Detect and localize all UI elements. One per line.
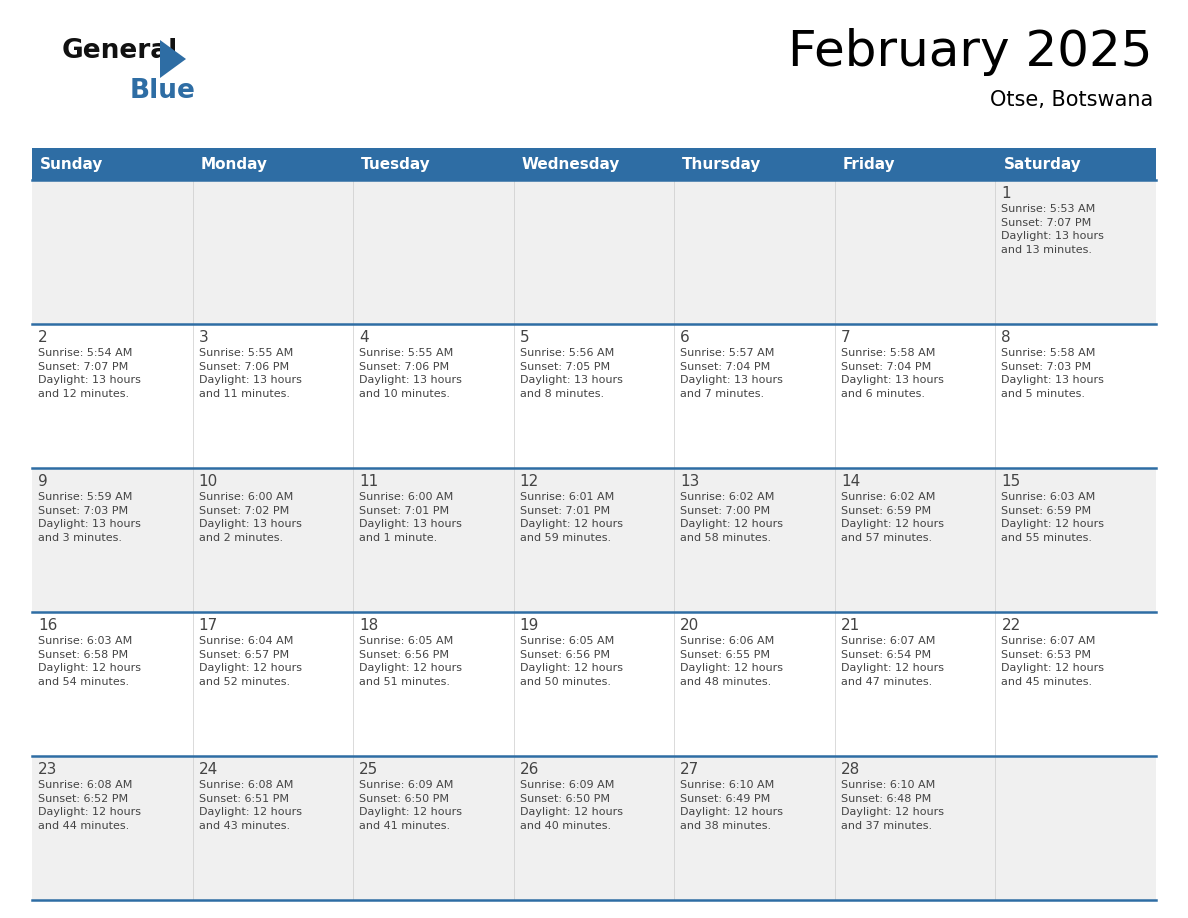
Text: Sunrise: 6:04 AM
Sunset: 6:57 PM
Daylight: 12 hours
and 52 minutes.: Sunrise: 6:04 AM Sunset: 6:57 PM Dayligh… [198,636,302,687]
Text: Blue: Blue [129,78,196,104]
Bar [353,148,513,180]
Text: 5: 5 [519,330,530,345]
Bar [32,612,1156,756]
Text: 26: 26 [519,762,539,777]
Bar [32,756,1156,900]
Text: 17: 17 [198,618,217,633]
Text: Sunrise: 5:55 AM
Sunset: 7:06 PM
Daylight: 13 hours
and 10 minutes.: Sunrise: 5:55 AM Sunset: 7:06 PM Dayligh… [359,348,462,398]
Bar [192,148,353,180]
Text: 15: 15 [1001,474,1020,489]
Text: Sunrise: 5:59 AM
Sunset: 7:03 PM
Daylight: 13 hours
and 3 minutes.: Sunrise: 5:59 AM Sunset: 7:03 PM Dayligh… [38,492,141,543]
Text: Sunrise: 5:54 AM
Sunset: 7:07 PM
Daylight: 13 hours
and 12 minutes.: Sunrise: 5:54 AM Sunset: 7:07 PM Dayligh… [38,348,141,398]
Text: Sunrise: 6:05 AM
Sunset: 6:56 PM
Daylight: 12 hours
and 51 minutes.: Sunrise: 6:05 AM Sunset: 6:56 PM Dayligh… [359,636,462,687]
Text: Sunrise: 6:10 AM
Sunset: 6:48 PM
Daylight: 12 hours
and 37 minutes.: Sunrise: 6:10 AM Sunset: 6:48 PM Dayligh… [841,780,943,831]
Text: 24: 24 [198,762,217,777]
Text: 13: 13 [681,474,700,489]
Text: 4: 4 [359,330,368,345]
Text: Sunday: Sunday [40,156,103,172]
Text: Friday: Friday [842,156,896,172]
Text: Sunrise: 6:03 AM
Sunset: 6:59 PM
Daylight: 12 hours
and 55 minutes.: Sunrise: 6:03 AM Sunset: 6:59 PM Dayligh… [1001,492,1105,543]
Text: Sunrise: 6:07 AM
Sunset: 6:54 PM
Daylight: 12 hours
and 47 minutes.: Sunrise: 6:07 AM Sunset: 6:54 PM Dayligh… [841,636,943,687]
Text: 28: 28 [841,762,860,777]
Bar [32,180,1156,324]
Text: Sunrise: 6:07 AM
Sunset: 6:53 PM
Daylight: 12 hours
and 45 minutes.: Sunrise: 6:07 AM Sunset: 6:53 PM Dayligh… [1001,636,1105,687]
Text: 1: 1 [1001,186,1011,201]
Bar [835,148,996,180]
Polygon shape [160,40,187,78]
Text: 3: 3 [198,330,208,345]
Text: 14: 14 [841,474,860,489]
Text: Sunrise: 6:10 AM
Sunset: 6:49 PM
Daylight: 12 hours
and 38 minutes.: Sunrise: 6:10 AM Sunset: 6:49 PM Dayligh… [681,780,783,831]
Text: Sunrise: 6:09 AM
Sunset: 6:50 PM
Daylight: 12 hours
and 40 minutes.: Sunrise: 6:09 AM Sunset: 6:50 PM Dayligh… [519,780,623,831]
Text: 18: 18 [359,618,379,633]
Text: Sunrise: 6:08 AM
Sunset: 6:51 PM
Daylight: 12 hours
and 43 minutes.: Sunrise: 6:08 AM Sunset: 6:51 PM Dayligh… [198,780,302,831]
Text: 6: 6 [681,330,690,345]
Text: 19: 19 [519,618,539,633]
Text: Tuesday: Tuesday [361,156,431,172]
Text: 10: 10 [198,474,217,489]
Text: Monday: Monday [201,156,267,172]
Text: Sunrise: 6:06 AM
Sunset: 6:55 PM
Daylight: 12 hours
and 48 minutes.: Sunrise: 6:06 AM Sunset: 6:55 PM Dayligh… [681,636,783,687]
Text: 22: 22 [1001,618,1020,633]
Text: Sunrise: 6:08 AM
Sunset: 6:52 PM
Daylight: 12 hours
and 44 minutes.: Sunrise: 6:08 AM Sunset: 6:52 PM Dayligh… [38,780,141,831]
Text: Otse, Botswana: Otse, Botswana [990,90,1154,110]
Bar [32,468,1156,612]
Bar [996,148,1156,180]
Bar [675,148,835,180]
Text: Sunrise: 5:58 AM
Sunset: 7:04 PM
Daylight: 13 hours
and 6 minutes.: Sunrise: 5:58 AM Sunset: 7:04 PM Dayligh… [841,348,943,398]
Text: Sunrise: 6:05 AM
Sunset: 6:56 PM
Daylight: 12 hours
and 50 minutes.: Sunrise: 6:05 AM Sunset: 6:56 PM Dayligh… [519,636,623,687]
Text: 21: 21 [841,618,860,633]
Text: 27: 27 [681,762,700,777]
Bar [32,148,192,180]
Text: Saturday: Saturday [1004,156,1081,172]
Text: Sunrise: 6:02 AM
Sunset: 6:59 PM
Daylight: 12 hours
and 57 minutes.: Sunrise: 6:02 AM Sunset: 6:59 PM Dayligh… [841,492,943,543]
Text: Sunrise: 5:55 AM
Sunset: 7:06 PM
Daylight: 13 hours
and 11 minutes.: Sunrise: 5:55 AM Sunset: 7:06 PM Dayligh… [198,348,302,398]
Text: Sunrise: 6:03 AM
Sunset: 6:58 PM
Daylight: 12 hours
and 54 minutes.: Sunrise: 6:03 AM Sunset: 6:58 PM Dayligh… [38,636,141,687]
Text: Sunrise: 6:09 AM
Sunset: 6:50 PM
Daylight: 12 hours
and 41 minutes.: Sunrise: 6:09 AM Sunset: 6:50 PM Dayligh… [359,780,462,831]
Bar [32,324,1156,468]
Text: Wednesday: Wednesday [522,156,620,172]
Text: Sunrise: 6:02 AM
Sunset: 7:00 PM
Daylight: 12 hours
and 58 minutes.: Sunrise: 6:02 AM Sunset: 7:00 PM Dayligh… [681,492,783,543]
Text: 9: 9 [38,474,48,489]
Text: 25: 25 [359,762,379,777]
Text: 11: 11 [359,474,379,489]
Bar [513,148,675,180]
Text: Sunrise: 5:58 AM
Sunset: 7:03 PM
Daylight: 13 hours
and 5 minutes.: Sunrise: 5:58 AM Sunset: 7:03 PM Dayligh… [1001,348,1105,398]
Text: 7: 7 [841,330,851,345]
Text: General: General [62,38,178,64]
Text: 16: 16 [38,618,57,633]
Text: Thursday: Thursday [682,156,762,172]
Text: February 2025: February 2025 [789,28,1154,76]
Text: 12: 12 [519,474,539,489]
Text: 2: 2 [38,330,48,345]
Text: Sunrise: 6:00 AM
Sunset: 7:02 PM
Daylight: 13 hours
and 2 minutes.: Sunrise: 6:00 AM Sunset: 7:02 PM Dayligh… [198,492,302,543]
Text: 20: 20 [681,618,700,633]
Text: Sunrise: 5:53 AM
Sunset: 7:07 PM
Daylight: 13 hours
and 13 minutes.: Sunrise: 5:53 AM Sunset: 7:07 PM Dayligh… [1001,204,1105,255]
Text: 23: 23 [38,762,57,777]
Text: Sunrise: 5:57 AM
Sunset: 7:04 PM
Daylight: 13 hours
and 7 minutes.: Sunrise: 5:57 AM Sunset: 7:04 PM Dayligh… [681,348,783,398]
Text: Sunrise: 6:00 AM
Sunset: 7:01 PM
Daylight: 13 hours
and 1 minute.: Sunrise: 6:00 AM Sunset: 7:01 PM Dayligh… [359,492,462,543]
Text: 8: 8 [1001,330,1011,345]
Text: Sunrise: 6:01 AM
Sunset: 7:01 PM
Daylight: 12 hours
and 59 minutes.: Sunrise: 6:01 AM Sunset: 7:01 PM Dayligh… [519,492,623,543]
Text: Sunrise: 5:56 AM
Sunset: 7:05 PM
Daylight: 13 hours
and 8 minutes.: Sunrise: 5:56 AM Sunset: 7:05 PM Dayligh… [519,348,623,398]
